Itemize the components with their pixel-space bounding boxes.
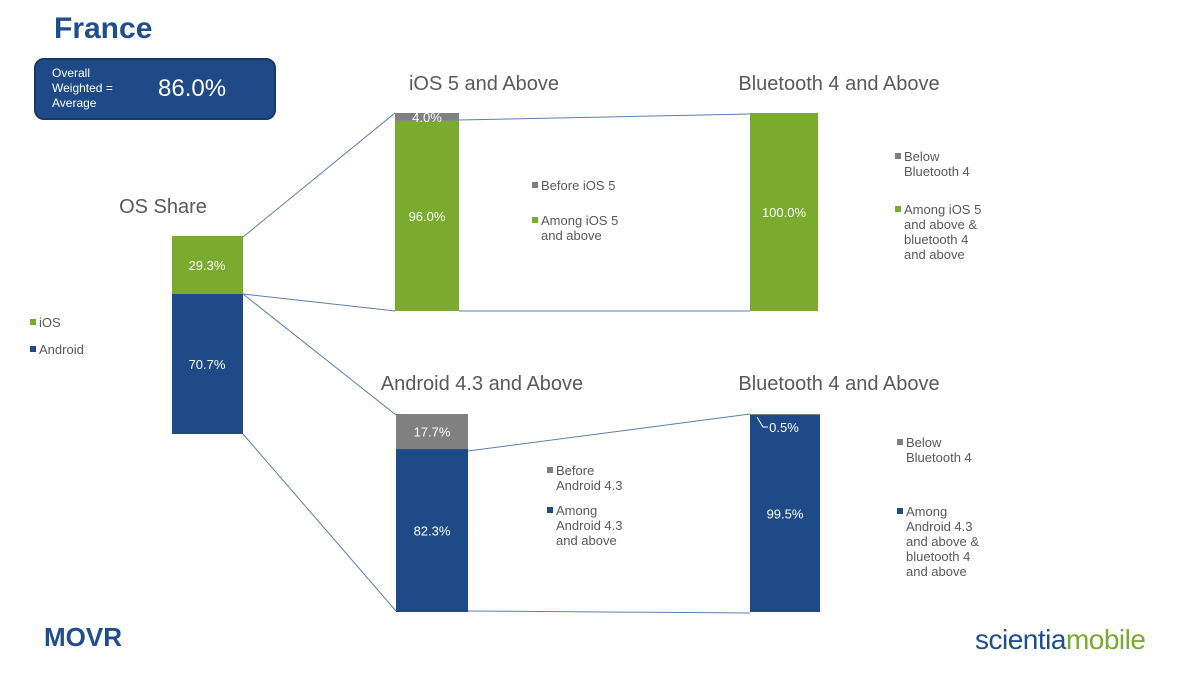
data-label: 100.0% bbox=[762, 205, 807, 220]
legend-label: Among iOS 5 bbox=[541, 213, 618, 228]
legend-label: and above bbox=[904, 247, 965, 262]
connector-line bbox=[458, 113, 751, 121]
data-label: 4.0% bbox=[412, 110, 442, 125]
data-label: 0.5% bbox=[769, 420, 799, 435]
bar-segment bbox=[750, 113, 818, 311]
legend-label: Below bbox=[906, 435, 942, 450]
overall-label-line: Weighted = bbox=[52, 81, 113, 95]
legend-label: Below bbox=[904, 149, 940, 164]
legend-label: Android 4.3 bbox=[556, 478, 623, 493]
bar-segment bbox=[750, 414, 820, 612]
logo-part-mobile: mobile bbox=[1065, 624, 1146, 655]
page-title: France bbox=[54, 12, 153, 45]
legend-swatch bbox=[532, 217, 538, 223]
callout-line bbox=[756, 416, 768, 428]
legend-swatch bbox=[895, 206, 901, 212]
chart-title: iOS 5 and Above bbox=[409, 73, 559, 95]
bar-segment bbox=[172, 236, 243, 295]
overall-average-label: Overall Weighted = Average bbox=[52, 66, 152, 111]
legend-label: and above & bbox=[906, 534, 979, 549]
legend-swatch bbox=[897, 439, 903, 445]
overall-average-value: 86.0% bbox=[158, 75, 227, 102]
legend-swatch bbox=[547, 467, 553, 473]
legend-label: Android bbox=[39, 342, 84, 357]
connector-line bbox=[242, 293, 397, 416]
overall-average-box: Overall Weighted = Average 86.0% bbox=[34, 58, 276, 120]
movr-brand: MOVR bbox=[44, 622, 122, 652]
legend-label: Among bbox=[906, 504, 947, 519]
data-label: 96.0% bbox=[409, 209, 446, 224]
data-label: 17.7% bbox=[414, 425, 451, 440]
data-label: 29.3% bbox=[189, 258, 226, 273]
chart-title: Bluetooth 4 and Above bbox=[738, 73, 939, 95]
legend-swatch bbox=[30, 319, 36, 325]
bar-segment bbox=[750, 414, 820, 415]
legend-label: Bluetooth 4 bbox=[904, 164, 970, 179]
bar-segment bbox=[172, 294, 243, 434]
bar-segment bbox=[396, 449, 468, 612]
legend-swatch bbox=[30, 346, 36, 352]
data-label: 82.3% bbox=[414, 524, 451, 539]
bar-segment bbox=[395, 120, 459, 311]
connector-line bbox=[467, 610, 751, 614]
overall-label-line: Average bbox=[52, 96, 97, 110]
legend-label: Among iOS 5 bbox=[904, 202, 981, 217]
connector-line bbox=[242, 293, 396, 312]
legend-label: Android 4.3 bbox=[556, 518, 623, 533]
bar-segment bbox=[395, 113, 459, 121]
legend-label: and above & bbox=[904, 217, 977, 232]
legend-label: bluetooth 4 bbox=[904, 232, 968, 247]
data-label: 99.5% bbox=[767, 506, 804, 521]
scientiamobile-logo: scientiamobile bbox=[975, 624, 1146, 656]
logo-part-scientia: scientia bbox=[975, 624, 1066, 655]
legend-label: and above bbox=[556, 533, 617, 548]
legend-swatch bbox=[897, 508, 903, 514]
legend-label: Bluetooth 4 bbox=[906, 450, 972, 465]
legend-label: Before iOS 5 bbox=[541, 178, 615, 193]
chart-title: Android 4.3 and Above bbox=[381, 373, 583, 395]
connector-line bbox=[242, 433, 397, 612]
chart-title: Bluetooth 4 and Above bbox=[738, 373, 939, 395]
connector-line bbox=[467, 413, 751, 452]
bar-segment bbox=[396, 414, 468, 450]
legend-label: Among bbox=[556, 503, 597, 518]
chart-title: OS Share bbox=[119, 196, 207, 218]
legend-label: iOS bbox=[39, 315, 61, 330]
legend-label: Before bbox=[556, 463, 594, 478]
legend-swatch bbox=[532, 182, 538, 188]
legend-label: and above bbox=[906, 564, 967, 579]
overall-label-line: Overall bbox=[52, 66, 91, 80]
legend-swatch bbox=[547, 507, 553, 513]
connector-line bbox=[242, 112, 396, 238]
legend-label: Android 4.3 bbox=[906, 519, 973, 534]
legend-label: bluetooth 4 bbox=[906, 549, 970, 564]
legend-swatch bbox=[895, 153, 901, 159]
legend-label: and above bbox=[541, 228, 602, 243]
data-label: 70.7% bbox=[189, 357, 226, 372]
